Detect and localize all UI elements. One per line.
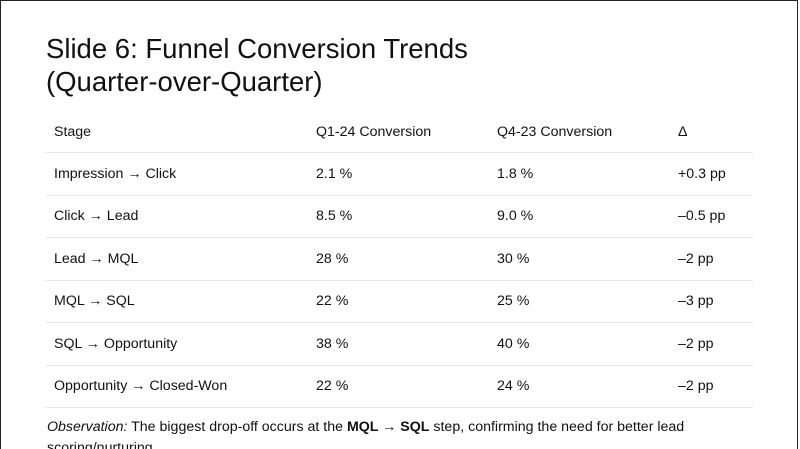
stage-cell: SQL → Opportunity — [46, 322, 308, 366]
delta-cell: –2 pp — [670, 365, 753, 408]
q1-24-cell: 38 % — [308, 322, 489, 366]
delta-cell: –2 pp — [670, 237, 753, 281]
delta-cell: –0.5 pp — [670, 195, 753, 238]
delta-cell: –3 pp — [670, 280, 753, 323]
slide-title: Slide 6: Funnel Conversion Trends (Quart… — [46, 32, 468, 98]
stage-cell: Click → Lead — [46, 195, 308, 238]
observation-text-after: step, confirming the need for better lea… — [47, 419, 685, 449]
q4-23-cell: 40 % — [489, 322, 670, 366]
q4-23-cell: 25 % — [489, 280, 670, 323]
funnel-conversion-table: Stage Q1-24 Conversion Q4-23 Conversion … — [46, 111, 753, 408]
q1-24-cell: 8.5 % — [308, 195, 489, 238]
header-delta: Δ — [670, 111, 753, 153]
q1-24-cell: 22 % — [308, 280, 489, 323]
slide-title-line-1: Slide 6: Funnel Conversion Trends — [46, 33, 468, 64]
q4-23-cell: 9.0 % — [489, 195, 670, 238]
q4-23-cell: 30 % — [489, 237, 670, 281]
observation-note: Observation: The biggest drop-off occurs… — [47, 417, 747, 449]
stage-cell: Lead → MQL — [46, 237, 308, 281]
q1-24-cell: 22 % — [308, 365, 489, 408]
observation-highlight: MQL → SQL — [346, 419, 430, 435]
slide-title-line-2: (Quarter-over-Quarter) — [46, 66, 323, 97]
header-stage: Stage — [46, 111, 308, 153]
table-header-row: Stage Q1-24 Conversion Q4-23 Conversion … — [46, 111, 753, 153]
q4-23-cell: 1.8 % — [489, 152, 670, 196]
observation-text-before: The biggest drop-off occurs at the — [127, 419, 347, 435]
stage-cell: Opportunity → Closed-Won — [46, 365, 308, 408]
stage-cell: MQL → SQL — [46, 280, 308, 323]
table-row: MQL → SQL 22 % 25 % –3 pp — [46, 280, 753, 323]
observation-label: Observation: — [47, 419, 128, 435]
q1-24-cell: 28 % — [308, 237, 489, 281]
delta-cell: –2 pp — [670, 322, 753, 366]
q1-24-cell: 2.1 % — [308, 152, 489, 196]
table-row: Click → Lead 8.5 % 9.0 % –0.5 pp — [46, 195, 753, 238]
header-q1-24-conversion: Q1-24 Conversion — [308, 111, 489, 153]
stage-cell: Impression → Click — [46, 152, 308, 196]
table-row: Lead → MQL 28 % 30 % –2 pp — [46, 237, 753, 281]
table-row: Impression → Click 2.1 % 1.8 % +0.3 pp — [46, 152, 753, 196]
q4-23-cell: 24 % — [489, 365, 670, 408]
table-row: Opportunity → Closed-Won 22 % 24 % –2 pp — [46, 365, 753, 408]
header-q4-23-conversion: Q4-23 Conversion — [489, 111, 670, 153]
delta-cell: +0.3 pp — [670, 152, 753, 196]
table-row: SQL → Opportunity 38 % 40 % –2 pp — [46, 322, 753, 366]
